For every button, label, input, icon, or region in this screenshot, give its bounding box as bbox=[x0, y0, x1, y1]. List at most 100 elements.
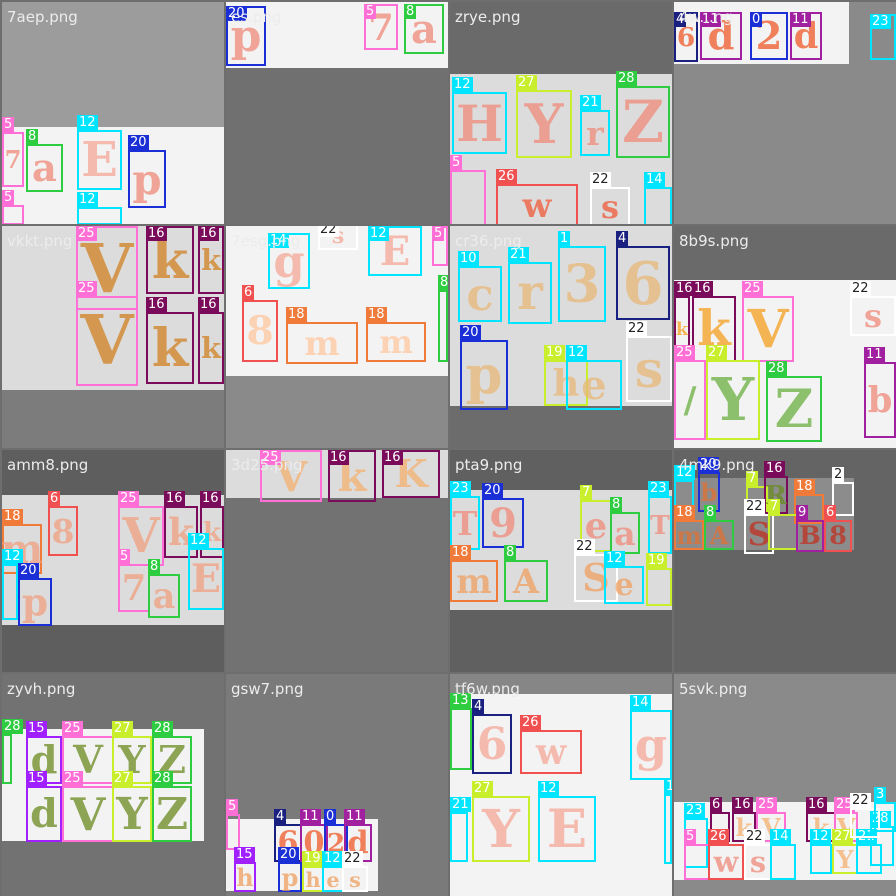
captcha-character: Y bbox=[711, 365, 755, 435]
class-label: 18 bbox=[286, 307, 307, 322]
detection-box: s 22 bbox=[850, 281, 896, 336]
class-label: 5 bbox=[684, 829, 697, 844]
class-label: 23 bbox=[684, 803, 705, 818]
class-label: 9 bbox=[796, 505, 809, 520]
detection-box: e 12 bbox=[322, 851, 344, 892]
class-label: 11 bbox=[864, 347, 885, 362]
detection-box: V 25 bbox=[62, 771, 114, 842]
tile-filename: gsw7.png bbox=[231, 680, 304, 698]
captcha-character: A bbox=[709, 520, 729, 550]
class-label: 22 bbox=[850, 793, 871, 808]
detection-box: E 12 bbox=[538, 781, 596, 862]
class-label: 12 bbox=[2, 549, 23, 564]
class-label: 10 bbox=[664, 779, 672, 794]
tile-filename: 7esg.png bbox=[231, 232, 301, 250]
detection-box: d 15 bbox=[26, 771, 62, 842]
class-label: 16 bbox=[806, 797, 827, 812]
class-label: 25 bbox=[834, 797, 855, 812]
detection-box: g 14 bbox=[268, 233, 310, 289]
class-label: 11 bbox=[344, 809, 365, 824]
detection-box: H 12 bbox=[452, 77, 507, 154]
class-label: 12 bbox=[810, 829, 831, 844]
tile-filename: 3d25.png bbox=[231, 456, 303, 474]
class-label: 27 bbox=[112, 721, 133, 736]
captcha-character: e bbox=[326, 866, 340, 892]
class-label: 25 bbox=[742, 281, 763, 296]
class-label: 6 bbox=[48, 491, 61, 506]
class-label: 25 bbox=[260, 450, 281, 465]
class-label: 2 bbox=[832, 467, 845, 482]
detection-box: Z 28 bbox=[152, 771, 192, 842]
captcha-character: r bbox=[586, 113, 604, 153]
class-label: 6 bbox=[242, 285, 255, 300]
detection-box: V 25 bbox=[742, 281, 794, 362]
class-label: 4 bbox=[616, 231, 629, 246]
class-label: 12 bbox=[77, 115, 98, 130]
captcha-character: Z bbox=[621, 88, 665, 156]
captcha-character: k bbox=[675, 318, 689, 340]
detection-box: s 22 bbox=[318, 226, 358, 250]
class-label: 26 bbox=[520, 715, 541, 730]
captcha-character: s bbox=[863, 297, 882, 335]
detection-box: T 23 bbox=[450, 481, 480, 550]
captcha-character: 6 bbox=[622, 248, 664, 318]
captcha-character: 8 bbox=[51, 511, 75, 551]
captcha-character: H bbox=[456, 93, 503, 153]
class-label: 25 bbox=[118, 491, 139, 506]
detection-box: w 26 bbox=[496, 169, 578, 224]
captcha-character: g bbox=[634, 718, 668, 772]
captcha-character: E bbox=[546, 798, 588, 860]
detection-box: / 25 bbox=[674, 345, 706, 440]
detection-box: 5 bbox=[450, 155, 486, 224]
image-tile: zyvh.png 28 d 15 V 25 Y 27 Z 28 d 15 V 25 Y 27 Z 28 bbox=[2, 674, 224, 896]
captcha-character: 6 bbox=[476, 718, 508, 770]
captcha-character: s bbox=[600, 188, 619, 224]
class-label: 22 bbox=[590, 172, 611, 187]
class-label: 18 bbox=[366, 307, 387, 322]
captcha-character: V bbox=[747, 298, 789, 360]
class-label: 12 bbox=[368, 226, 389, 241]
image-tile: 7aep.png 7 5 a 8 E 12 p 20 5 12 bbox=[2, 2, 224, 224]
class-label: 16 bbox=[732, 797, 753, 812]
captcha-character: 9 bbox=[489, 499, 517, 547]
image-tile: 5svk.png 23 6 k 16 V 25 5 w 26 s 22 14 k 16 V 25 12 Y 27 21 2… bbox=[674, 674, 896, 896]
captcha-character: h bbox=[236, 862, 254, 892]
detection-box: 28 bbox=[2, 719, 23, 784]
detection-box: m 18 bbox=[286, 307, 358, 364]
class-label: 27 bbox=[472, 781, 493, 796]
class-label: 16 bbox=[674, 281, 695, 296]
class-label: 3 bbox=[874, 787, 887, 802]
class-label: 12 bbox=[77, 192, 98, 207]
captcha-character: Z bbox=[774, 378, 814, 440]
detection-box: k 16 bbox=[146, 297, 194, 384]
class-label: 14 bbox=[644, 172, 665, 187]
captcha-character: h bbox=[305, 866, 321, 892]
detection-box: k 16 bbox=[198, 297, 224, 384]
detection-box: w 26 bbox=[708, 829, 744, 880]
captcha-character: S bbox=[747, 515, 771, 553]
class-label: 28 bbox=[152, 771, 173, 786]
class-label: 28 bbox=[766, 361, 787, 376]
class-label: 21 bbox=[508, 247, 529, 262]
class-label: 12 bbox=[674, 465, 695, 480]
class-label: 25 bbox=[674, 345, 695, 360]
class-label: 7 bbox=[746, 471, 759, 486]
captcha-strip bbox=[2, 495, 224, 625]
detection-box: p 20 bbox=[460, 325, 508, 410]
detection-box: b 20 bbox=[698, 457, 720, 512]
detection-box: h 15 bbox=[234, 847, 256, 892]
captcha-character: k bbox=[201, 243, 221, 277]
class-label: 22 bbox=[318, 226, 339, 237]
captcha-strip bbox=[450, 74, 672, 224]
detection-box: e 12 bbox=[604, 551, 644, 604]
